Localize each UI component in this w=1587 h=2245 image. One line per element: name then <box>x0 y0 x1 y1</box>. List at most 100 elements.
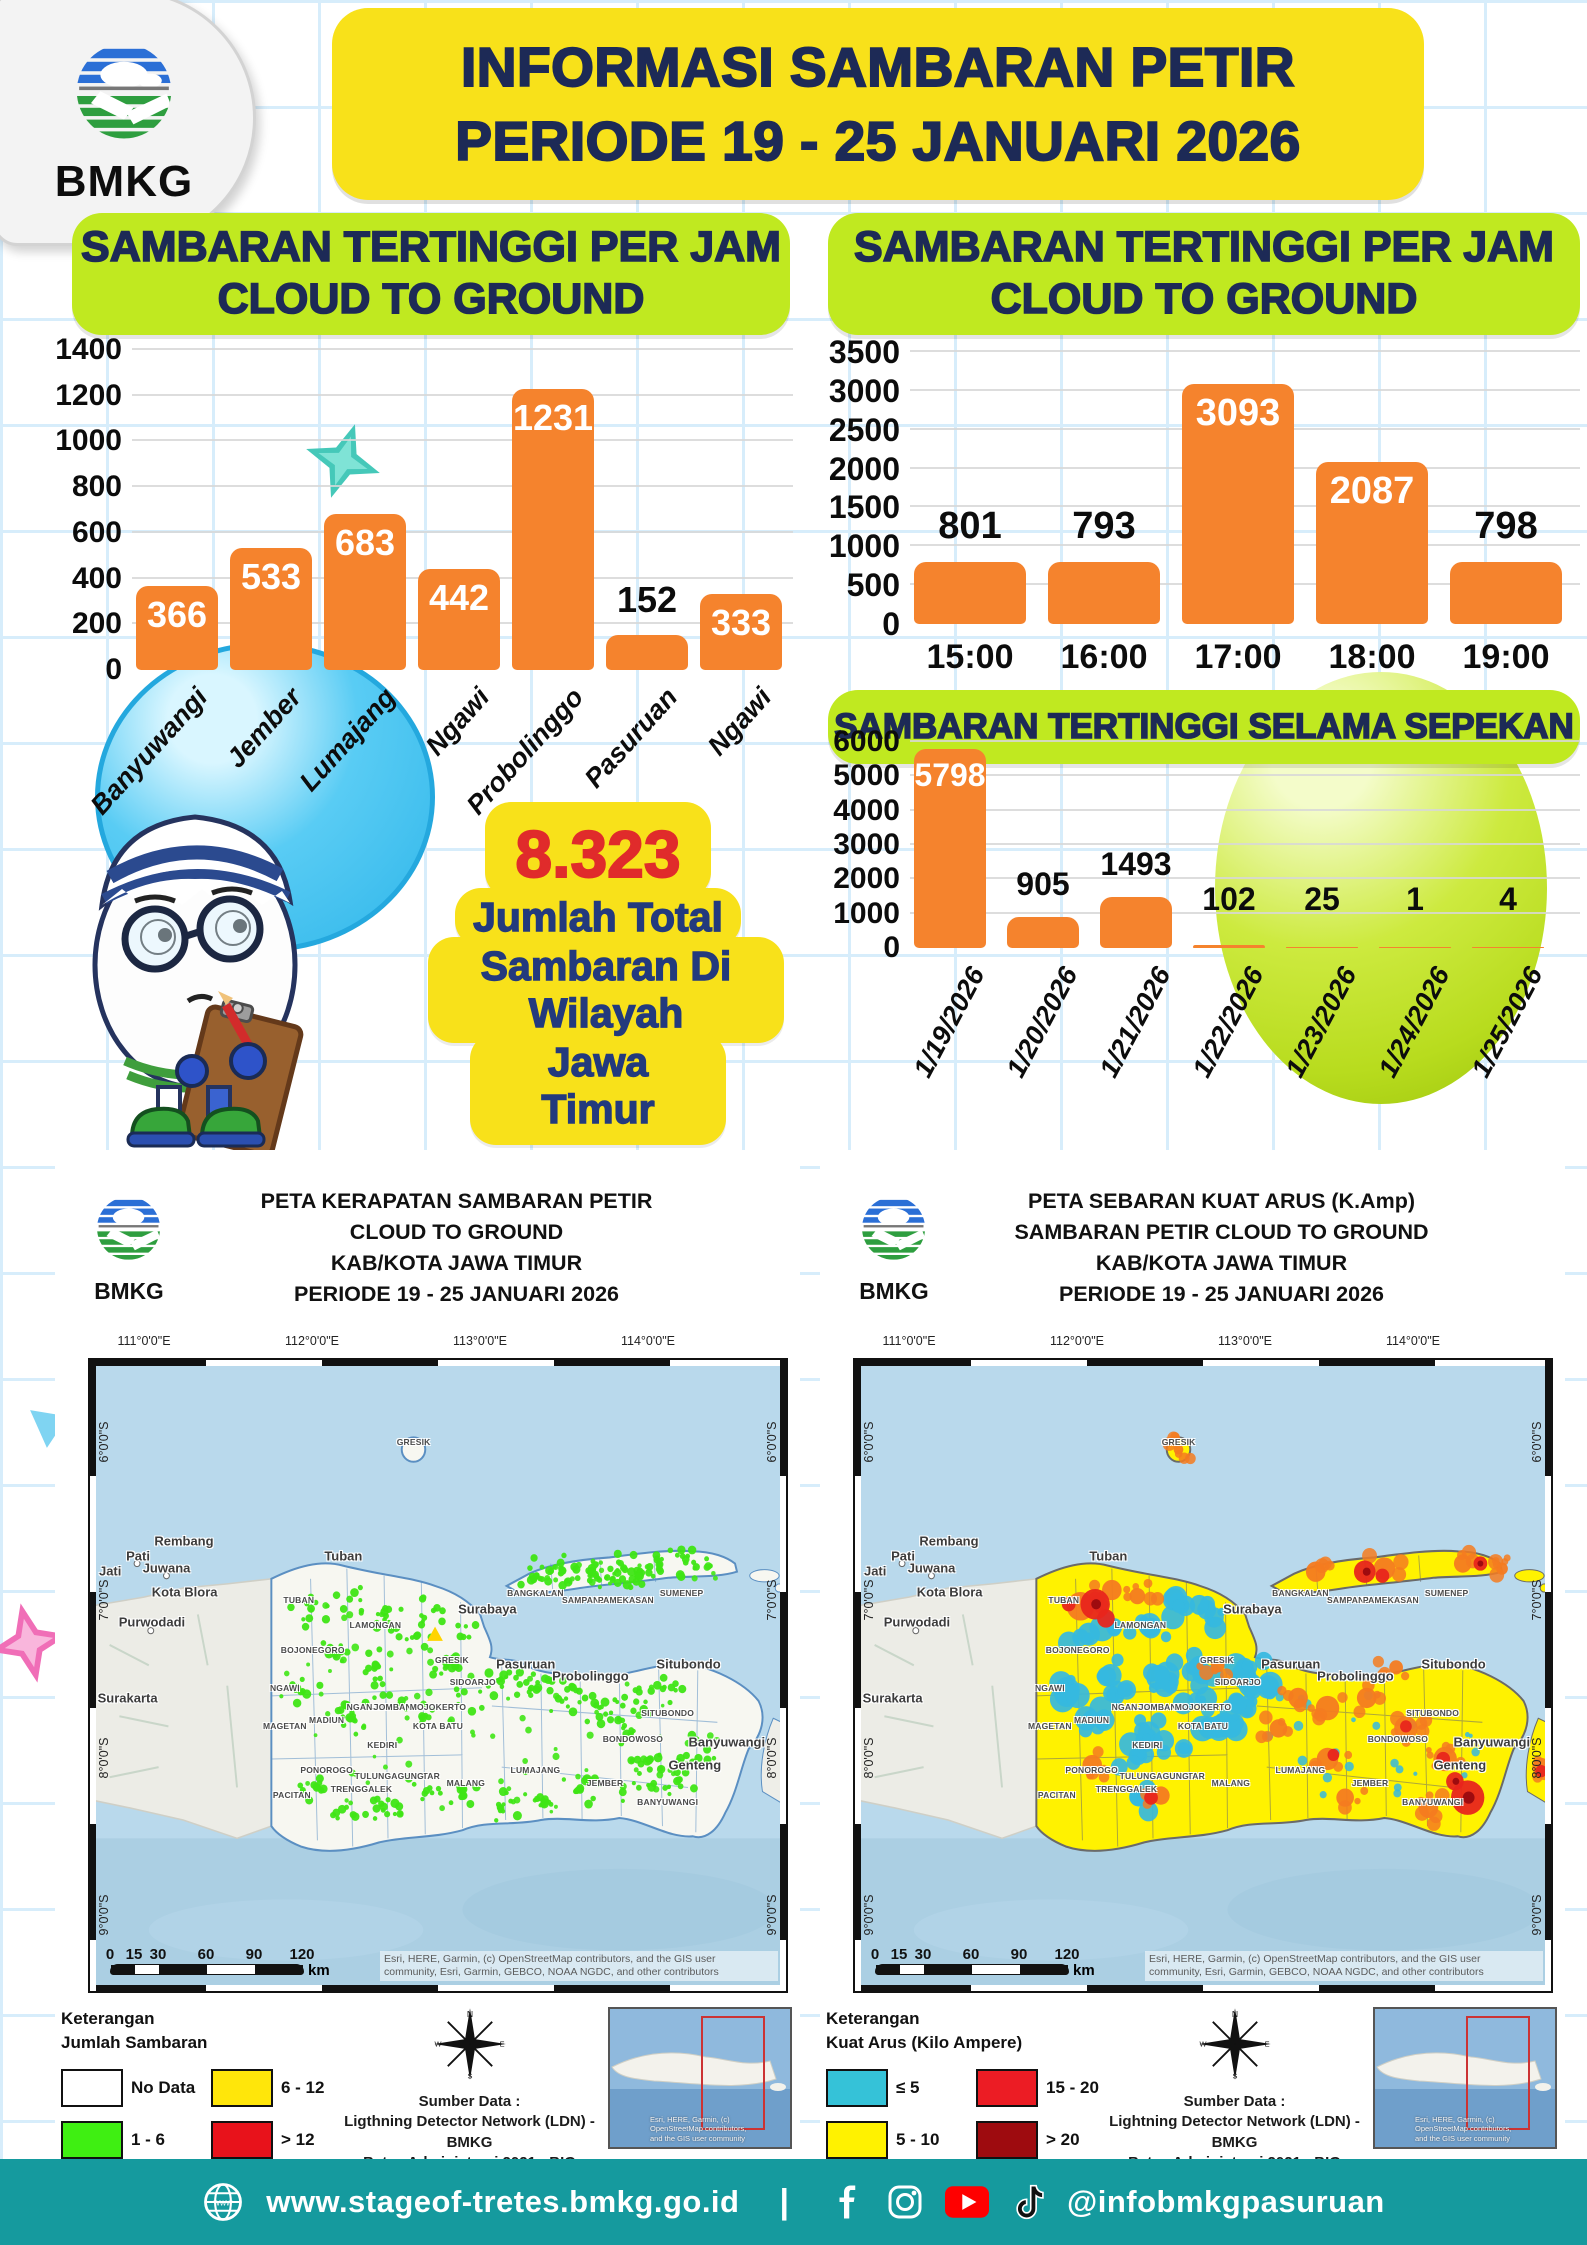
latitude-label: 7°0'0"S <box>765 1579 779 1621</box>
bar-1/19/2026: 5798 <box>914 748 986 948</box>
bar-Ngawi: 442 <box>418 568 500 670</box>
gridline <box>132 485 793 488</box>
bar-value: 5798 <box>914 756 986 793</box>
total-line2: Sambaran Di Wilayah <box>428 937 784 1043</box>
map-attribution: Esri, HERE, Garmin, (c) OpenStreetMap co… <box>1145 1950 1543 1981</box>
scale-tick: 90 <box>1010 1946 1028 1963</box>
x-category-label: 1/22/2026 <box>1186 962 1270 1083</box>
density-map: Tuban Surabaya Pasuruan Probolinggo Situbond… <box>88 1358 788 1993</box>
latitude-label: 6°0'0"S <box>765 1421 779 1463</box>
density-map-title: PETA KERAPATAN SAMBARAN PETIR CLOUD TO G… <box>260 1188 653 1307</box>
x-category-label: 16:00 <box>1060 638 1148 676</box>
legend-item: > 20 <box>976 2120 1096 2159</box>
gridline <box>910 350 1580 352</box>
y-tick-label: 3000 <box>828 372 900 409</box>
density-map-panel: BMKG PETA KERAPATAN SAMBARAN PETIR CLOUD… <box>55 1150 800 2191</box>
bar-value: 4 <box>1499 881 1517 917</box>
latitude-label: 6°0'0"S <box>862 1421 876 1463</box>
chart1-plot: 366 Banyuwangi 533 Jember 683 Lumajang 442 Ngaw… <box>85 348 793 820</box>
svg-text:S: S <box>467 2072 472 2081</box>
y-tick-label: 0 <box>882 606 900 642</box>
scale-tick: 30 <box>914 1946 932 1963</box>
y-tick-label: 0 <box>105 653 122 686</box>
bar-Banyuwangi: 366 <box>136 586 218 670</box>
x-category-label: 1/23/2026 <box>1279 962 1363 1083</box>
legend-item: > 12 <box>211 2120 331 2159</box>
bar-1/24/2026 <box>1379 946 1451 948</box>
svg-text:S: S <box>1232 2072 1237 2081</box>
longitude-label: 114°0'0"E <box>621 1334 675 1348</box>
facebook-icon[interactable] <box>829 2184 865 2220</box>
chart1-title-line1: SAMBARAN TERTINGGI PER JAM <box>80 223 782 273</box>
y-tick-label: 600 <box>71 515 122 549</box>
globe-icon: www <box>202 2181 244 2223</box>
longitude-label: 112°0'0"E <box>285 1334 339 1348</box>
current-map-panel: BMKG PETA SEBARAN KUAT ARUS (K.Amp) SAMB… <box>820 1150 1565 2211</box>
svg-text:BMKG: BMKG <box>859 1278 929 1304</box>
latitude-label: 9°0'0"S <box>97 1894 111 1936</box>
map-scale-bar: 0 15 30 60 90 120 km <box>871 1946 1105 1979</box>
page-title-line2: PERIODE 19 - 25 JANUARI 2026 <box>454 109 1301 173</box>
bar-1/23/2026 <box>1286 946 1358 948</box>
gridline <box>910 808 1580 811</box>
inset-attribution: Esri, HERE, Garmin, (c) OpenStreetMap con… <box>650 2114 747 2143</box>
sparkle-icon <box>300 418 386 504</box>
x-category-label: 1/25/2026 <box>1465 962 1549 1083</box>
longitude-label: 111°0'0"E <box>882 1334 936 1348</box>
latitude-label: 9°0'0"S <box>862 1894 876 1936</box>
bar-Lumajang: 683 <box>324 513 406 670</box>
y-tick-label: 2500 <box>828 411 900 448</box>
bar-value: 3093 <box>1195 391 1281 434</box>
y-tick-label: 2000 <box>828 450 900 487</box>
chart2-title-line1: SAMBARAN TERTINGGI PER JAM <box>853 223 1555 273</box>
bar-value: 793 <box>1072 505 1136 548</box>
gridline <box>132 348 793 350</box>
gridline <box>910 843 1580 845</box>
scale-tick: 15 <box>125 1946 143 1963</box>
instagram-icon[interactable] <box>887 2184 923 2220</box>
website-link[interactable]: www.stageof-tretes.bmkg.go.id <box>266 2184 740 2219</box>
svg-text:N: N <box>466 2009 472 2019</box>
bar-1/20/2026 <box>1007 916 1079 948</box>
svg-text:E: E <box>1264 2039 1269 2048</box>
longitude-label: 112°0'0"E <box>1050 1334 1104 1348</box>
bar-Jember: 533 <box>230 548 312 670</box>
y-tick-label: 5000 <box>833 759 900 793</box>
x-category-label: 1/24/2026 <box>1372 962 1456 1083</box>
youtube-icon[interactable] <box>945 2185 989 2219</box>
footer-divider: | <box>779 2182 789 2221</box>
bar-value: 2087 <box>1329 469 1415 512</box>
compass-rose-icon: N S E W <box>1198 2008 1271 2081</box>
latitude-label: 6°0'0"S <box>1530 1421 1544 1463</box>
y-tick-label: 3500 <box>828 334 900 370</box>
density-map-legend: Keterangan Jumlah Sambaran No Data 6 - 1… <box>55 2007 800 2193</box>
x-category-label: Pasuruan <box>578 682 684 794</box>
bar-15:00 <box>914 561 1026 624</box>
bar-value: 366 <box>146 594 208 636</box>
tiktok-icon[interactable] <box>1011 2183 1045 2221</box>
scale-tick: 60 <box>197 1946 215 1963</box>
bmkg-logo-icon <box>76 48 172 139</box>
bar-Ngawi: 333 <box>700 593 782 670</box>
scale-tick: 0 <box>105 1946 115 1963</box>
page-title-line1: INFORMASI SAMBARAN PETIR <box>460 35 1295 99</box>
current-map-header: BMKG PETA SEBARAN KUAT ARUS (K.Amp) SAMB… <box>820 1150 1565 1334</box>
latitude-label: 7°0'0"S <box>1530 1579 1544 1621</box>
longitude-label: 114°0'0"E <box>1386 1334 1440 1348</box>
social-handle[interactable]: @infobmkgpasuruan <box>1067 2184 1385 2219</box>
svg-text:W: W <box>434 2039 441 2048</box>
total-line3: Jawa Timur <box>470 1033 726 1145</box>
chart-highest-per-region: 1400 1200 1000 800 600 400 200 0 366 Banyuwangi 5… <box>55 335 793 820</box>
latitude-label: 7°0'0"S <box>97 1579 111 1621</box>
svg-text:N: N <box>1231 2009 1237 2019</box>
legend-item: 6 - 12 <box>211 2068 331 2107</box>
y-tick-label: 800 <box>71 470 122 504</box>
gridline <box>132 393 793 396</box>
scale-tick: 90 <box>245 1946 263 1963</box>
current-map-title: PETA SEBARAN KUAT ARUS (K.Amp) SAMBARAN … <box>1014 1188 1429 1307</box>
total-value: 8.323 <box>485 802 711 898</box>
y-tick-label: 400 <box>71 561 122 595</box>
y-tick-label: 6000 <box>833 725 900 758</box>
svg-text:www: www <box>213 2198 234 2208</box>
map-scale-bar: 0 15 30 60 90 120 km <box>106 1946 340 1979</box>
